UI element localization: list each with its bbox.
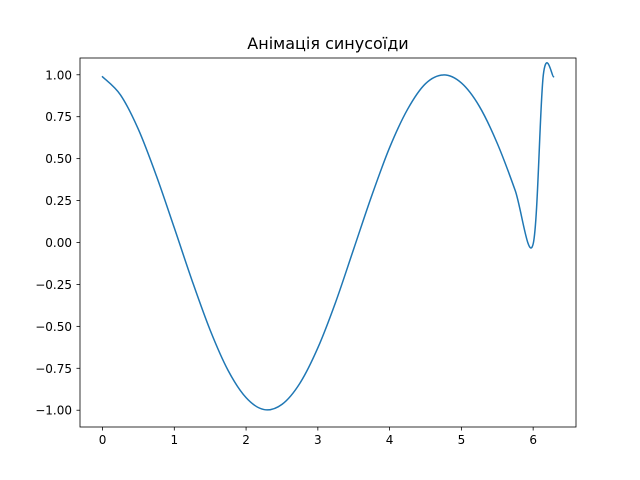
y-tick-label: 0.75 xyxy=(45,110,72,124)
axes: 0 1 2 3 4 5 6 −1.00 −0.75 −0.50 −0.25 0.00 0.25 0.50 0… xyxy=(35,57,577,447)
y-tick-label: −0.50 xyxy=(35,320,72,334)
x-tick-label: 1 xyxy=(170,433,178,447)
chart-title: Анімація синусоїди xyxy=(247,34,408,53)
y-tick-label: −0.75 xyxy=(35,362,72,376)
plot-area xyxy=(101,62,555,411)
x-tick-label: 6 xyxy=(529,433,537,447)
x-tick-label: 4 xyxy=(386,433,394,447)
x-tick-label: 5 xyxy=(458,433,466,447)
x-tick-label: 0 xyxy=(99,433,107,447)
y-tick-label: −1.00 xyxy=(35,404,72,418)
y-tick-label: 0.25 xyxy=(45,194,72,208)
y-tick-label: 1.00 xyxy=(45,68,72,82)
y-tick-label: −0.25 xyxy=(35,278,72,292)
x-tick-label: 2 xyxy=(242,433,250,447)
y-tick-label: 0.50 xyxy=(45,152,72,166)
y-tick-label: 0.00 xyxy=(45,236,72,250)
x-tick-label: 3 xyxy=(314,433,322,447)
series-line-1 xyxy=(101,62,555,411)
